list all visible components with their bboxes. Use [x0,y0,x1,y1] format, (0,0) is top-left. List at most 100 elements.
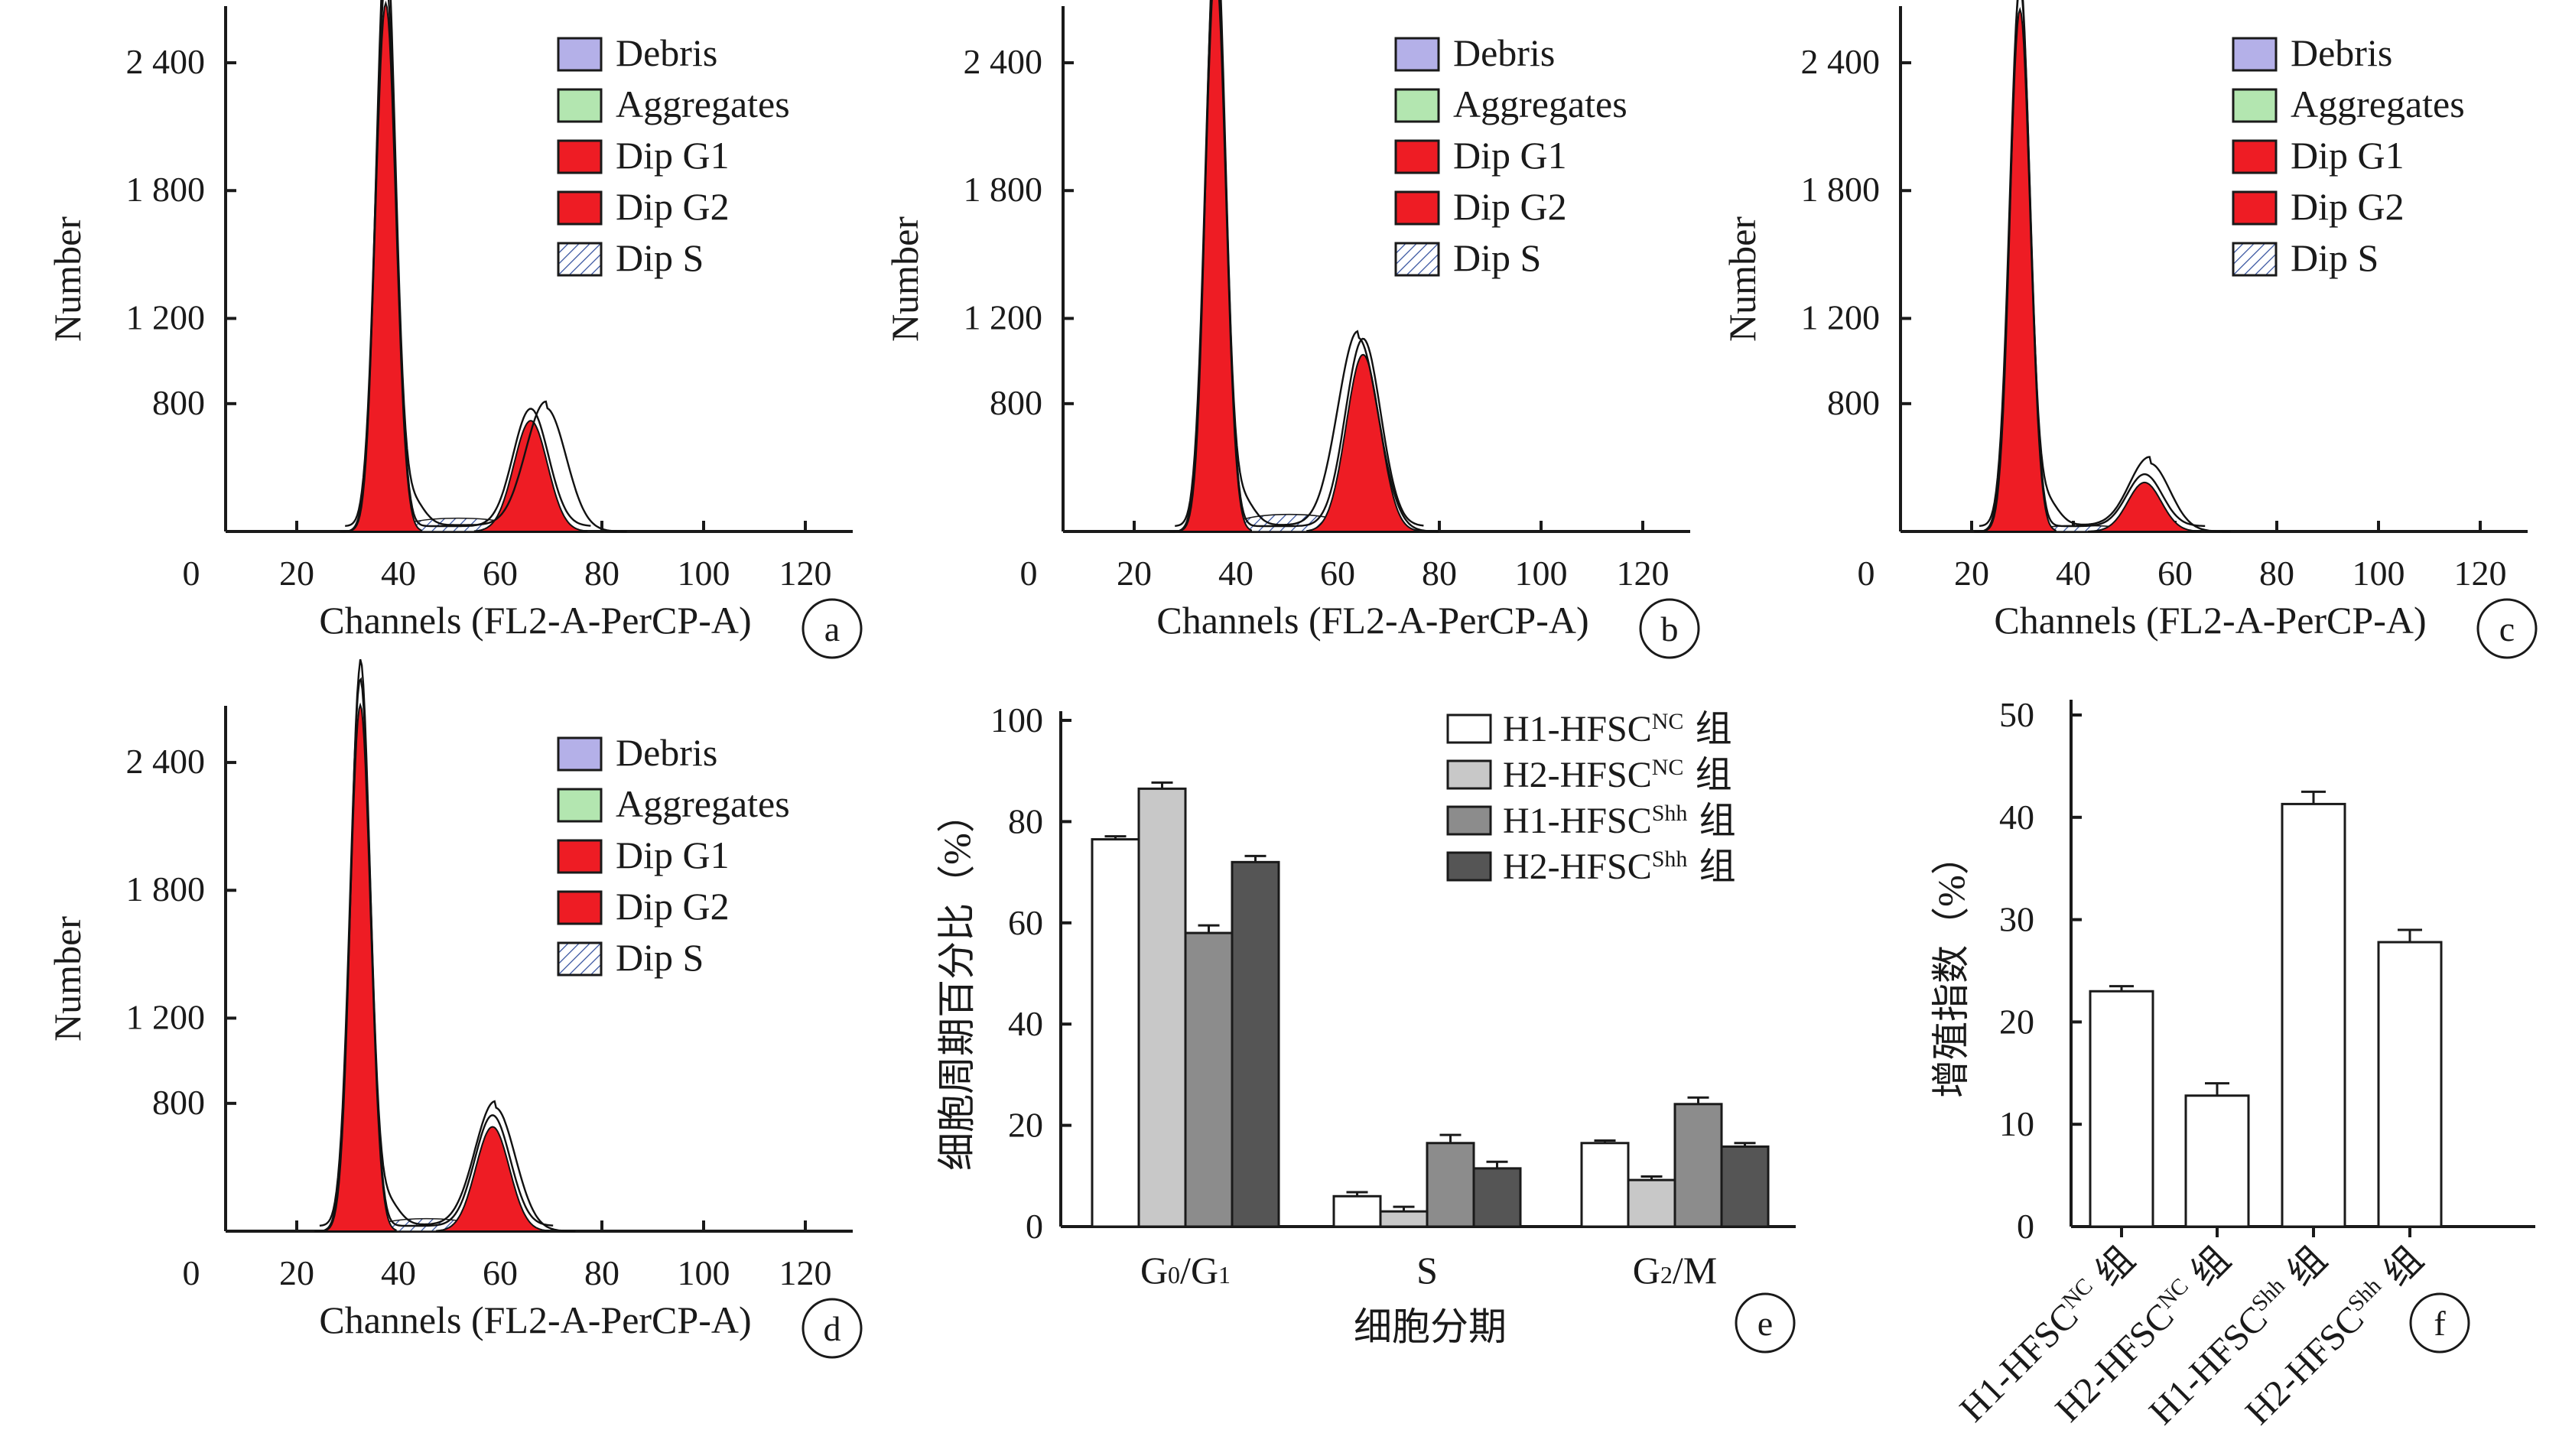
x-tick-label: 100 [2353,554,2405,593]
bar [1472,1167,1522,1228]
legend-entry: Dip G1 [2291,134,2405,177]
legend-entry: Dip S [2291,236,2379,279]
legend-entry-suffix: 组 [1687,845,1735,888]
legend-entry: Dip G1 [616,134,730,177]
raw-histogram-line [314,658,576,1233]
legend-entry-suffix: 组 [1687,799,1735,842]
y-axis-label: Number [883,216,926,342]
bar [1379,1210,1429,1228]
legend-entry: Debris [1453,31,1555,74]
legend-swatch [1394,190,1440,226]
legend-entry-base: H2-HFSC [1503,847,1652,887]
legend-swatch [1394,37,1440,72]
histogram-panel-c: 800 1 200 1 800 2 400 0 20 40 60 80 100 120 Channel… [1721,0,2538,659]
x-tick-label: 20 [279,554,314,593]
legend-swatch [1394,88,1440,123]
fit-line [345,0,591,528]
x-tick-label: 0 [183,554,200,593]
dip-g1-peak [324,702,397,1232]
legend-swatch [557,88,603,123]
y-tick-label: 1 800 [126,170,206,209]
legend-swatch [2232,190,2278,226]
legend-entry-sup: Shh [1652,801,1688,826]
y-axis-label: Number [46,916,89,1042]
y-axis-label: Number [1721,216,1764,342]
legend-entry: Dip S [616,936,704,979]
x-tick-label: 80 [2259,554,2294,593]
legend-swatch [1446,851,1492,882]
x-tick-label: 100 [678,554,730,593]
legend-swatch [557,736,603,772]
y-tick-label: 800 [152,1083,205,1122]
category-label-part: G [1633,1249,1660,1292]
y-tick-label: 800 [1827,383,1880,422]
legend-entry: Dip S [616,236,704,279]
y-tick-label: 1 200 [126,297,206,336]
x-axis-label: Channels (FL2-A-PerCP-A) [319,1298,751,1341]
panel-label-circle [2409,1292,2470,1354]
y-tick-label: 80 [1008,801,1043,840]
x-tick-label: 0 [1020,554,1038,593]
histogram-panel-d: 800 1 200 1 800 2 400 0 20 40 60 80 100 120 Channel… [46,658,863,1359]
x-tick-label: 0 [183,1253,200,1292]
legend-entry-base: H1-HFSC [1503,801,1652,841]
legend-entry: Dip G2 [616,185,730,228]
x-axis-label: Channels (FL2-A-PerCP-A) [1994,599,2426,642]
y-tick-label: 30 [1999,900,2034,939]
panel-label-circle [1735,1292,1796,1354]
x-tick-label: 60 [2157,554,2193,593]
panel-label-circle [1639,598,1700,659]
bar [1673,1103,1723,1228]
category-label: S [1416,1249,1438,1292]
dip-g2-peak [1306,353,1420,532]
legend-entry-base: H1-HFSC [1503,709,1652,749]
y-tick-label: 2 400 [126,42,206,81]
legend-swatch [1394,139,1440,174]
histogram-panel-b: 800 1 200 1 800 2 400 0 20 40 60 80 100 120 Channel… [883,0,1700,659]
legend-swatch [557,37,603,72]
legend-entry: H2-HFSCNC 组 [1503,753,1732,796]
y-tick-label: 2 400 [1801,42,1881,81]
y-tick-label: 1 200 [964,297,1043,336]
fit-line [1979,0,2206,528]
dip-g1-peak [1179,0,1252,532]
y-axis-label: 增殖指数（%） [1930,837,1972,1098]
bar [1184,931,1234,1228]
x-tick-label: 80 [584,1253,619,1292]
dip-g1-peak [349,0,422,532]
legend-entry: Dip G1 [616,834,730,876]
legend-swatch [1446,713,1492,744]
legend-entry: Debris [616,731,717,774]
bar [2377,941,2443,1228]
panel-label: a [824,609,840,648]
legend-swatch [1394,242,1440,277]
legend-entry: Dip G1 [1453,134,1567,177]
bar [1627,1178,1676,1228]
category-label-part: /M [1673,1249,1717,1292]
x-tick-label: 120 [779,1253,832,1292]
x-tick-label: 60 [1320,554,1355,593]
x-tick-label: 120 [779,554,832,593]
legend-entry: Dip S [1453,236,1541,279]
legend-swatch [2232,139,2278,174]
x-tick-label: 20 [1954,554,1989,593]
x-axis-label: Channels (FL2-A-PerCP-A) [1156,599,1588,642]
panel-label-circle [802,1298,863,1359]
legend-entry: Debris [2291,31,2392,74]
legend-swatch [557,839,603,874]
x-tick-label: 100 [678,1253,730,1292]
x-tick-label: 60 [483,1253,518,1292]
legend-entry: Debris [616,31,717,74]
x-tick-label: 40 [381,1253,416,1292]
fit-line [319,677,554,1227]
x-tick-label: 100 [1515,554,1568,593]
histogram-panel-a: 800 1 200 1 800 2 400 0 20 40 60 80 100 120 Channel… [46,0,863,659]
category-label-part: G [1140,1249,1168,1292]
x-tick-label: 40 [1218,554,1253,593]
legend-entry: H2-HFSCShh 组 [1503,845,1736,888]
y-tick-label: 0 [1026,1207,1043,1246]
y-axis-label: Number [46,216,89,342]
x-tick-label: 80 [1422,554,1457,593]
x-axis-label: Channels (FL2-A-PerCP-A) [319,599,751,642]
